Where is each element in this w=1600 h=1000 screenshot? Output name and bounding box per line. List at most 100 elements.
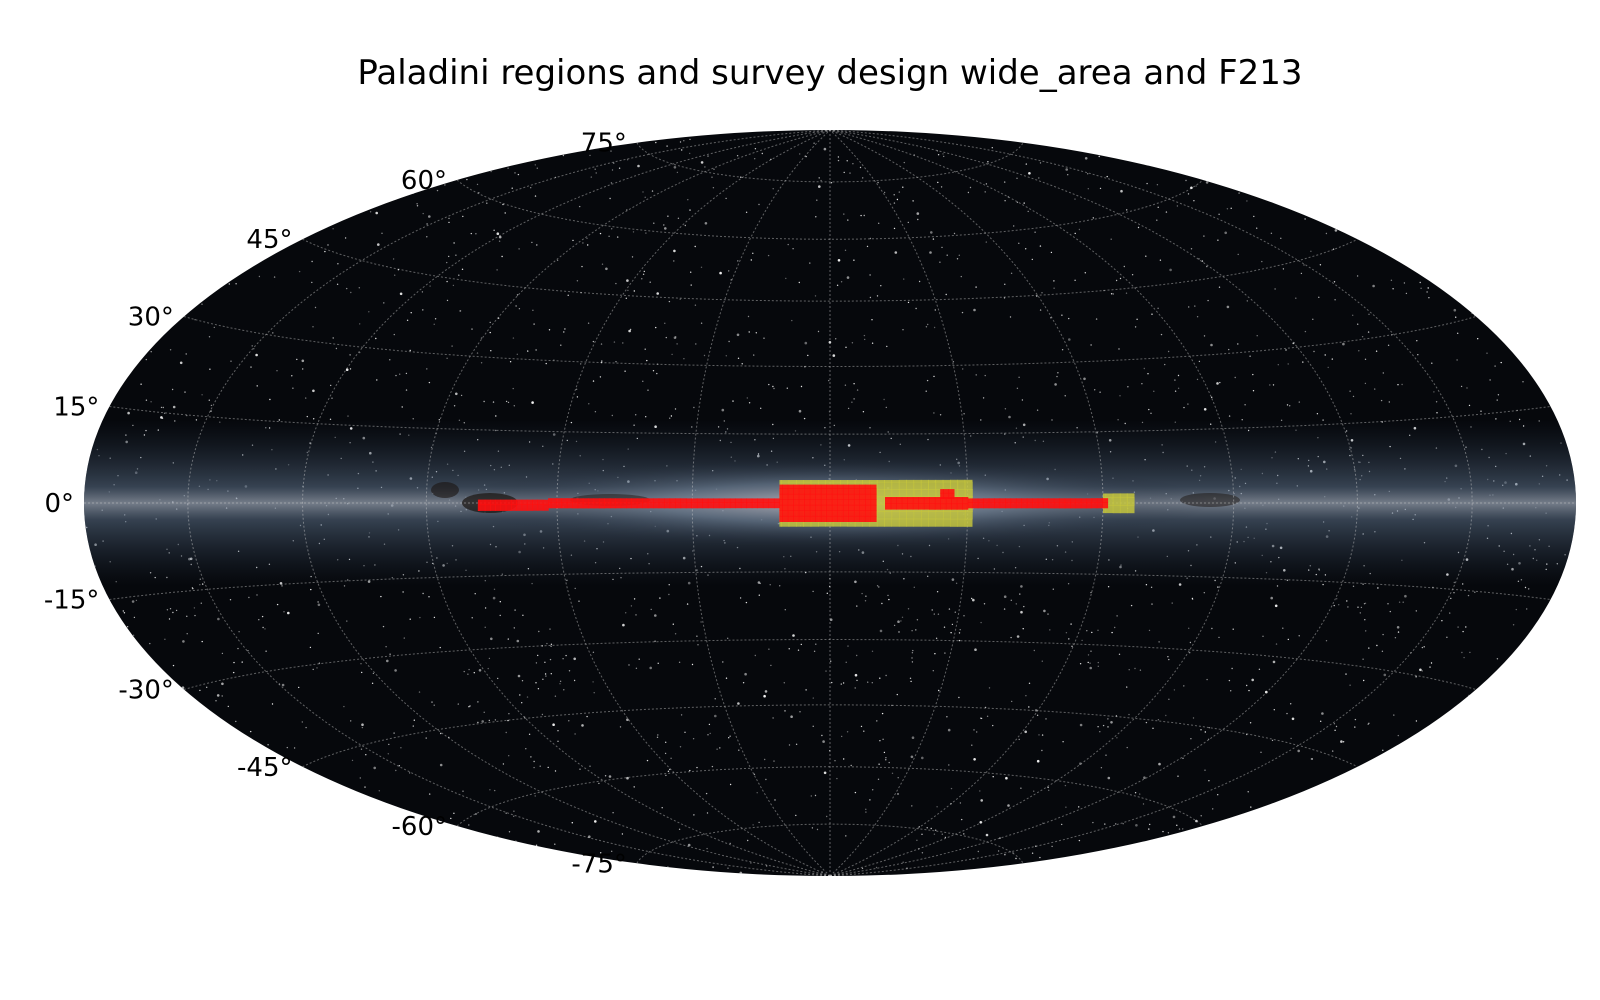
star: [1172, 815, 1176, 819]
star: [599, 232, 602, 235]
star: [1491, 718, 1494, 721]
star: [1280, 237, 1282, 239]
star: [311, 260, 313, 263]
longitude-gridline: [556, 130, 831, 876]
star: [1484, 275, 1486, 277]
star: [248, 596, 250, 599]
paladini-tile: [899, 511, 907, 520]
star: [176, 168, 178, 170]
star: [700, 161, 704, 164]
star: [1441, 620, 1443, 622]
star: [985, 241, 987, 243]
star: [492, 596, 496, 600]
star: [186, 414, 188, 417]
star: [291, 375, 293, 377]
star: [536, 167, 538, 169]
star: [173, 748, 176, 751]
star: [1290, 703, 1292, 705]
star: [592, 681, 594, 683]
star: [1143, 776, 1146, 779]
survey-tile: [820, 484, 827, 489]
survey-tile: [532, 504, 539, 511]
star: [1478, 834, 1480, 836]
star: [911, 736, 915, 739]
star: [1556, 792, 1558, 795]
star: [1086, 630, 1088, 632]
star: [581, 724, 584, 727]
star: [109, 733, 112, 735]
paladini-tile: [913, 489, 922, 498]
star: [1416, 340, 1418, 342]
paladini-tile: [884, 518, 892, 527]
star: [671, 353, 673, 356]
star: [1500, 361, 1502, 364]
survey-tile: [842, 504, 849, 511]
star: [1546, 829, 1548, 831]
survey-tile: [826, 493, 833, 500]
star: [946, 254, 948, 256]
survey-tile: [609, 498, 616, 503]
star: [774, 799, 776, 801]
survey-tile: [831, 488, 838, 495]
survey-tile: [1005, 498, 1012, 503]
survey-tile: [864, 484, 871, 489]
star: [937, 181, 939, 184]
star: [600, 343, 603, 345]
star: [1226, 208, 1229, 210]
star: [564, 328, 566, 330]
star: [1415, 676, 1417, 678]
survey-tile: [653, 498, 660, 503]
star: [921, 833, 923, 835]
star: [1217, 586, 1219, 588]
paladini-tile: [964, 481, 973, 490]
star: [1336, 186, 1339, 188]
star: [1091, 631, 1093, 634]
star: [925, 390, 927, 392]
survey-tile: [1064, 498, 1071, 503]
star: [984, 191, 986, 193]
star: [1193, 200, 1195, 202]
star: [1455, 316, 1457, 318]
latitude-gridline: [109, 571, 1551, 600]
survey-tile: [526, 499, 533, 505]
star: [301, 804, 303, 807]
star: [689, 152, 691, 155]
star: [408, 772, 411, 774]
star: [1150, 586, 1153, 588]
star: [1126, 209, 1128, 211]
star: [365, 754, 367, 756]
star: [925, 326, 928, 328]
survey-tile: [988, 498, 995, 503]
star: [1285, 349, 1287, 351]
star: [1282, 627, 1284, 629]
star: [748, 402, 751, 404]
star: [1542, 642, 1544, 644]
star: [1309, 166, 1311, 168]
star: [1214, 849, 1217, 852]
survey-tile: [588, 498, 595, 503]
star: [163, 412, 166, 414]
star: [887, 594, 889, 597]
star: [1348, 849, 1351, 851]
star: [331, 397, 333, 399]
star: [1168, 698, 1170, 700]
star: [534, 195, 537, 197]
star: [1350, 807, 1353, 811]
survey-tile: [521, 504, 528, 511]
star: [1181, 157, 1183, 159]
star: [1011, 700, 1013, 703]
paladini-tile: [854, 518, 863, 527]
star: [941, 833, 943, 835]
survey-tile: [631, 502, 638, 509]
star: [1048, 789, 1050, 791]
star: [807, 354, 809, 357]
star: [910, 755, 914, 759]
star: [1436, 412, 1438, 414]
star: [1246, 684, 1248, 687]
star: [1400, 813, 1403, 815]
star: [694, 304, 697, 306]
star: [1004, 854, 1006, 856]
paladini-tile: [1119, 497, 1128, 506]
star: [314, 306, 317, 309]
survey-tile: [787, 510, 794, 517]
